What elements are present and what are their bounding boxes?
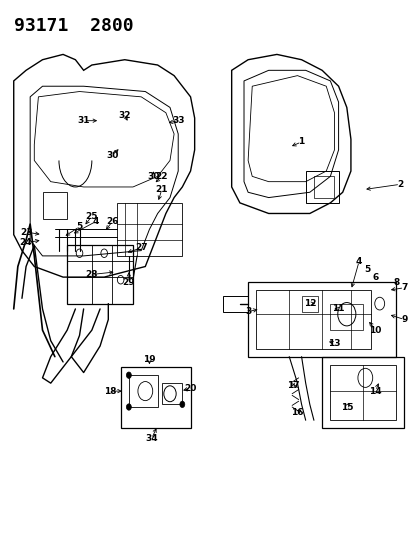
Text: 18: 18 [104, 386, 116, 395]
Text: 17: 17 [286, 381, 299, 390]
Text: 28: 28 [85, 270, 98, 279]
Text: 93171  2800: 93171 2800 [14, 17, 133, 35]
Text: 7: 7 [400, 283, 406, 292]
Text: 29: 29 [122, 278, 135, 287]
Text: 33: 33 [171, 116, 184, 125]
Text: 11: 11 [332, 304, 344, 313]
Text: 31: 31 [77, 116, 90, 125]
Text: 16: 16 [290, 408, 303, 417]
Text: 4: 4 [93, 217, 99, 226]
Text: 23: 23 [20, 228, 32, 237]
Circle shape [126, 372, 131, 378]
Text: 24: 24 [20, 238, 32, 247]
Text: 4: 4 [355, 257, 361, 265]
Text: 1: 1 [298, 138, 304, 147]
Text: 15: 15 [340, 402, 352, 411]
Text: 6: 6 [372, 272, 378, 281]
Text: 3: 3 [244, 307, 251, 316]
Text: 27: 27 [135, 244, 147, 253]
Text: 5: 5 [76, 222, 83, 231]
Text: 34: 34 [145, 434, 157, 443]
Text: 9: 9 [400, 315, 406, 324]
Text: 12: 12 [303, 299, 315, 308]
Text: 21: 21 [155, 185, 168, 194]
Text: 19: 19 [143, 355, 155, 364]
Circle shape [126, 404, 131, 410]
Text: 26: 26 [106, 217, 119, 226]
Text: 30: 30 [147, 172, 159, 181]
Text: 8: 8 [392, 278, 398, 287]
Text: 13: 13 [328, 339, 340, 348]
Text: 14: 14 [368, 386, 381, 395]
Circle shape [179, 401, 184, 408]
Text: 25: 25 [85, 212, 98, 221]
Text: 32: 32 [118, 111, 131, 120]
Text: 10: 10 [368, 326, 381, 335]
Text: 22: 22 [155, 172, 168, 181]
Text: 2: 2 [396, 180, 402, 189]
Text: 30: 30 [106, 151, 118, 160]
Text: 5: 5 [363, 265, 370, 273]
Text: 20: 20 [184, 384, 196, 393]
